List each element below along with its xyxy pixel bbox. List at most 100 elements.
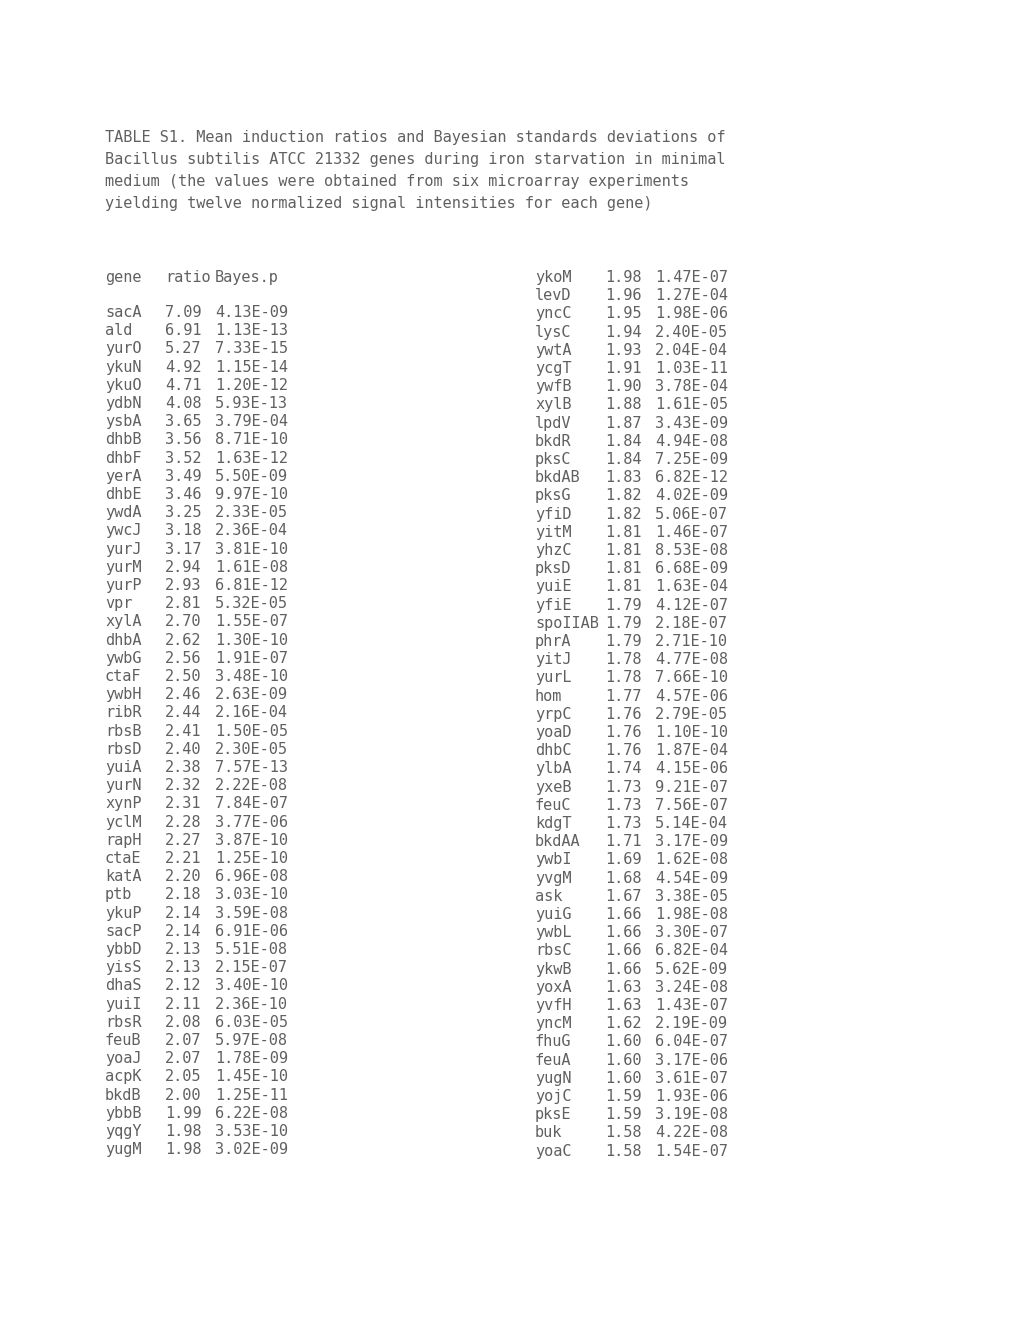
Text: 3.61E-07: 3.61E-07 xyxy=(654,1071,728,1086)
Text: 2.08: 2.08 xyxy=(165,1015,202,1030)
Text: 3.81E-10: 3.81E-10 xyxy=(215,541,287,557)
Text: 1.66: 1.66 xyxy=(604,961,641,977)
Text: ywbI: ywbI xyxy=(535,853,571,867)
Text: ald: ald xyxy=(105,323,132,338)
Text: yrpC: yrpC xyxy=(535,706,571,722)
Text: 6.91: 6.91 xyxy=(165,323,202,338)
Text: buk: buk xyxy=(535,1126,561,1140)
Text: 1.81: 1.81 xyxy=(604,579,641,594)
Text: 6.82E-04: 6.82E-04 xyxy=(654,944,728,958)
Text: 1.91: 1.91 xyxy=(604,360,641,376)
Text: 2.56: 2.56 xyxy=(165,651,202,665)
Text: 1.98: 1.98 xyxy=(165,1142,202,1158)
Text: 2.11: 2.11 xyxy=(165,997,202,1011)
Text: 1.67: 1.67 xyxy=(604,888,641,904)
Text: 3.77E-06: 3.77E-06 xyxy=(215,814,287,829)
Text: ywbG: ywbG xyxy=(105,651,142,665)
Text: 2.31: 2.31 xyxy=(165,796,202,812)
Text: ykuP: ykuP xyxy=(105,906,142,920)
Text: 2.05: 2.05 xyxy=(165,1069,202,1085)
Text: 4.15E-06: 4.15E-06 xyxy=(654,762,728,776)
Text: yoaD: yoaD xyxy=(535,725,571,741)
Text: 1.60: 1.60 xyxy=(604,1071,641,1086)
Text: 1.10E-10: 1.10E-10 xyxy=(654,725,728,741)
Text: 6.22E-08: 6.22E-08 xyxy=(215,1106,287,1121)
Text: 1.82: 1.82 xyxy=(604,488,641,503)
Text: ywdA: ywdA xyxy=(105,506,142,520)
Text: 6.91E-06: 6.91E-06 xyxy=(215,924,287,939)
Text: bkdAA: bkdAA xyxy=(535,834,580,849)
Text: 4.77E-08: 4.77E-08 xyxy=(654,652,728,667)
Text: 3.17: 3.17 xyxy=(165,541,202,557)
Text: xylB: xylB xyxy=(535,397,571,412)
Text: 1.69: 1.69 xyxy=(604,853,641,867)
Text: 1.81: 1.81 xyxy=(604,543,641,558)
Text: 1.73: 1.73 xyxy=(604,816,641,832)
Text: 3.38E-05: 3.38E-05 xyxy=(654,888,728,904)
Text: ctaF: ctaF xyxy=(105,669,142,684)
Text: Bacillus subtilis ATCC 21332 genes during iron starvation in minimal: Bacillus subtilis ATCC 21332 genes durin… xyxy=(105,152,725,168)
Text: vpr: vpr xyxy=(105,597,132,611)
Text: 1.78E-09: 1.78E-09 xyxy=(215,1051,287,1067)
Text: 5.51E-08: 5.51E-08 xyxy=(215,942,287,957)
Text: 2.36E-04: 2.36E-04 xyxy=(215,524,287,539)
Text: yncM: yncM xyxy=(535,1016,571,1031)
Text: 2.27: 2.27 xyxy=(165,833,202,847)
Text: 1.66: 1.66 xyxy=(604,907,641,921)
Text: yfiD: yfiD xyxy=(535,507,571,521)
Text: 7.25E-09: 7.25E-09 xyxy=(654,451,728,467)
Text: yoxA: yoxA xyxy=(535,979,571,995)
Text: 5.06E-07: 5.06E-07 xyxy=(654,507,728,521)
Text: 1.88: 1.88 xyxy=(604,397,641,412)
Text: yvgM: yvgM xyxy=(535,871,571,886)
Text: 1.58: 1.58 xyxy=(604,1143,641,1159)
Text: xylA: xylA xyxy=(105,614,142,630)
Text: yitM: yitM xyxy=(535,525,571,540)
Text: 6.03E-05: 6.03E-05 xyxy=(215,1015,287,1030)
Text: dhaS: dhaS xyxy=(105,978,142,994)
Text: bkdR: bkdR xyxy=(535,434,571,449)
Text: 2.71E-10: 2.71E-10 xyxy=(654,634,728,649)
Text: 5.32E-05: 5.32E-05 xyxy=(215,597,287,611)
Text: yugN: yugN xyxy=(535,1071,571,1086)
Text: feuA: feuA xyxy=(535,1052,571,1068)
Text: 2.21: 2.21 xyxy=(165,851,202,866)
Text: yclM: yclM xyxy=(105,814,142,829)
Text: rapH: rapH xyxy=(105,833,142,847)
Text: 9.21E-07: 9.21E-07 xyxy=(654,780,728,795)
Text: 1.68: 1.68 xyxy=(604,871,641,886)
Text: 2.30E-05: 2.30E-05 xyxy=(215,742,287,756)
Text: 4.71: 4.71 xyxy=(165,378,202,393)
Text: 4.57E-06: 4.57E-06 xyxy=(654,689,728,704)
Text: 1.87E-04: 1.87E-04 xyxy=(654,743,728,758)
Text: 2.00: 2.00 xyxy=(165,1088,202,1102)
Text: 1.59: 1.59 xyxy=(604,1107,641,1122)
Text: ykoM: ykoM xyxy=(535,271,571,285)
Text: 7.84E-07: 7.84E-07 xyxy=(215,796,287,812)
Text: 2.12: 2.12 xyxy=(165,978,202,994)
Text: 3.52: 3.52 xyxy=(165,450,202,466)
Text: 3.25: 3.25 xyxy=(165,506,202,520)
Text: 2.18: 2.18 xyxy=(165,887,202,903)
Text: xynP: xynP xyxy=(105,796,142,812)
Text: feuB: feuB xyxy=(105,1034,142,1048)
Text: 6.96E-08: 6.96E-08 xyxy=(215,869,287,884)
Text: sacA: sacA xyxy=(105,305,142,319)
Text: ykuN: ykuN xyxy=(105,359,142,375)
Text: 3.03E-10: 3.03E-10 xyxy=(215,887,287,903)
Text: 1.78: 1.78 xyxy=(604,652,641,667)
Text: 1.61E-08: 1.61E-08 xyxy=(215,560,287,574)
Text: 6.81E-12: 6.81E-12 xyxy=(215,578,287,593)
Text: 1.81: 1.81 xyxy=(604,561,641,577)
Text: 1.73: 1.73 xyxy=(604,797,641,813)
Text: 2.62: 2.62 xyxy=(165,632,202,648)
Text: 1.55E-07: 1.55E-07 xyxy=(215,614,287,630)
Text: 4.92: 4.92 xyxy=(165,359,202,375)
Text: 2.33E-05: 2.33E-05 xyxy=(215,506,287,520)
Text: yoaC: yoaC xyxy=(535,1143,571,1159)
Text: 2.28: 2.28 xyxy=(165,814,202,829)
Text: 2.15E-07: 2.15E-07 xyxy=(215,960,287,975)
Text: 1.59: 1.59 xyxy=(604,1089,641,1104)
Text: bkdB: bkdB xyxy=(105,1088,142,1102)
Text: 3.87E-10: 3.87E-10 xyxy=(215,833,287,847)
